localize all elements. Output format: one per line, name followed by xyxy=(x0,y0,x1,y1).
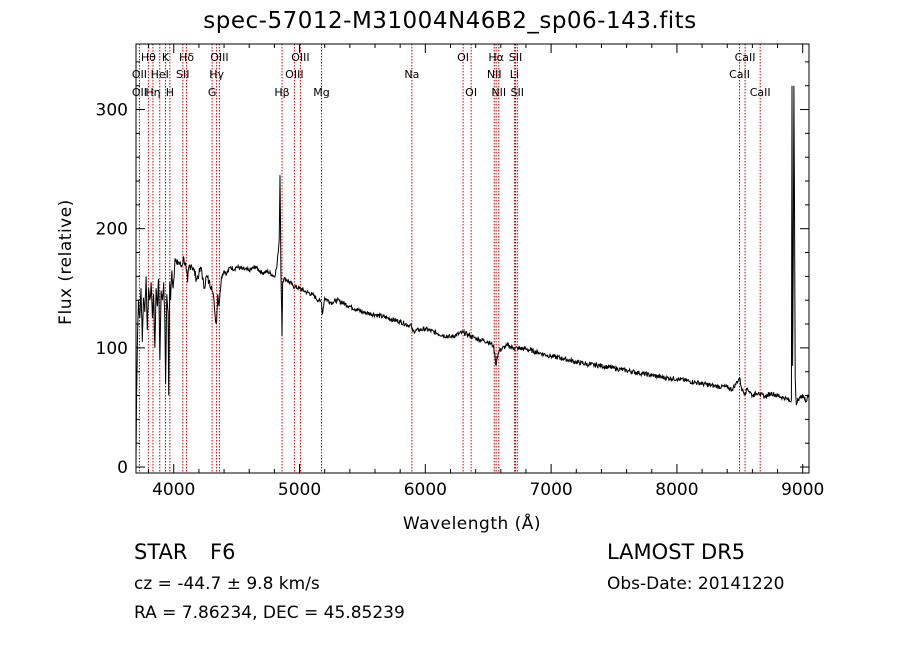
x-tick-label: 8000 xyxy=(655,480,698,500)
line-label: OIII xyxy=(291,51,309,64)
line-label: Hγ xyxy=(209,68,224,81)
line-label: Na xyxy=(404,68,419,81)
spectral-subclass: F6 xyxy=(210,540,236,564)
axis-tick-layer: 4000 5000 6000 7000 8000 9000 0 100 200 300 xyxy=(96,44,824,500)
x-tick-label: 6000 xyxy=(404,480,447,500)
observation-date: Obs-Date: 20141220 xyxy=(607,574,785,594)
survey-name: LAMOST DR5 xyxy=(607,540,746,564)
line-label: G xyxy=(208,86,217,99)
line-label: OI xyxy=(465,86,477,99)
line-label: OII xyxy=(132,86,147,99)
line-label: OIII xyxy=(285,68,303,81)
chart-title: spec-57012-M31004N46B2_sp06-143.fits xyxy=(203,8,697,34)
line-label: Hθ xyxy=(141,51,156,64)
line-label: CaII xyxy=(729,68,750,81)
plot-frame xyxy=(135,43,810,474)
line-label-layer: Hθ OII OII K HeI Hη H Hδ SII OIII Hγ G Hβ OIII OIII Mg N… xyxy=(132,51,771,99)
y-axis-label: Flux (relative) xyxy=(56,199,76,325)
line-label: SII xyxy=(509,51,522,64)
line-label: CaII xyxy=(735,51,756,64)
x-tick-label: 4000 xyxy=(152,480,195,500)
line-label: H xyxy=(166,86,174,99)
line-label: Hβ xyxy=(274,86,289,99)
line-label: OII xyxy=(132,68,147,81)
line-label: Mg xyxy=(313,86,329,99)
line-label: HeI xyxy=(151,68,169,81)
line-label: SII xyxy=(176,68,189,81)
spectrum-line xyxy=(135,85,810,462)
coordinates-readout: RA = 7.86234, DEC = 45.85239 xyxy=(134,603,405,623)
y-tick-label: 200 xyxy=(96,220,128,240)
spectrum-layer xyxy=(135,85,810,462)
y-tick-label: 100 xyxy=(96,339,128,359)
y-tick-label: 0 xyxy=(117,458,128,478)
line-label: OI xyxy=(457,51,469,64)
line-label: K xyxy=(162,51,170,64)
line-label: Hη xyxy=(145,86,160,99)
redshift-readout: cz = -44.7 ± 9.8 km/s xyxy=(134,574,320,594)
line-label: Hα xyxy=(488,51,504,64)
line-label: SII xyxy=(511,86,524,99)
object-class: STAR xyxy=(134,540,188,564)
line-marker-layer xyxy=(138,44,761,473)
line-label: Li xyxy=(510,68,519,81)
x-tick-label: 5000 xyxy=(278,480,321,500)
line-label: Hδ xyxy=(179,51,194,64)
y-tick-label: 300 xyxy=(96,101,128,121)
line-label: NII xyxy=(487,68,502,81)
x-tick-label: 7000 xyxy=(529,480,572,500)
line-label: NII xyxy=(491,86,506,99)
line-label: CaII xyxy=(750,86,771,99)
x-axis-label: Wavelength (Å) xyxy=(403,512,541,534)
x-tick-label: 9000 xyxy=(781,480,824,500)
line-label: OIII xyxy=(210,51,228,64)
